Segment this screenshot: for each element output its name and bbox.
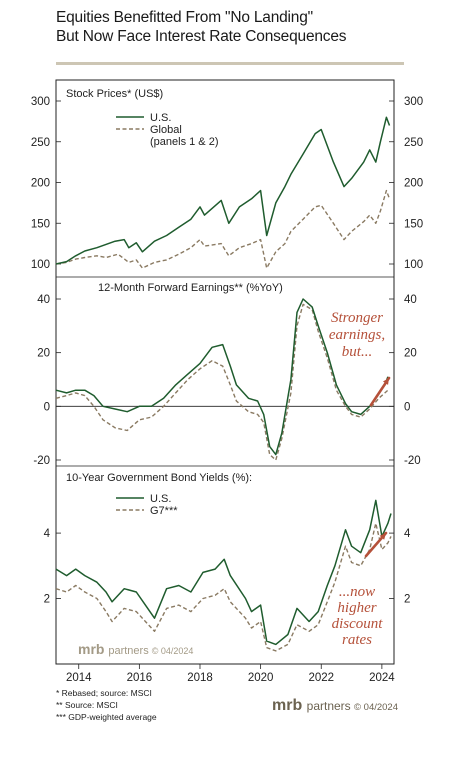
panel-2-ytick-right: 20 (404, 348, 417, 360)
brand-logo: mrb partners © 04/2024 (272, 697, 398, 714)
panel-1-ytick-right: 100 (404, 259, 423, 271)
panel-1-ytick-left: 150 (31, 218, 50, 230)
panel-3-ytick-left: 4 (44, 528, 51, 540)
annotation-yields-line-1: ...now (339, 584, 375, 600)
annotation-yields-line-2: higher (337, 600, 376, 616)
panel-1-ytick-right: 300 (404, 96, 423, 108)
title-line-2: But Now Face Interest Rate Consequences (56, 28, 347, 45)
panel-2-ytick-right: 40 (404, 294, 417, 306)
panel-1-series-us-line (55, 116, 391, 265)
panel-1-ytick-right: 250 (404, 137, 423, 149)
panel-1-series-global-line (55, 189, 391, 269)
panel-3-ytick-right: 4 (404, 528, 411, 540)
annotation-yields-line-3: discount (332, 616, 384, 632)
x-tick-label: 2024 (369, 672, 395, 684)
panel-2-series-global-line (55, 303, 389, 461)
panel-3-series-us-line (55, 499, 392, 646)
panel-2-title: 12-Month Forward Earnings** (%YoY) (98, 282, 283, 294)
panel-1-ytick-right: 200 (404, 178, 423, 190)
annotation-earnings-line-3: but... (342, 344, 372, 360)
arrow-earnings-head (382, 378, 389, 385)
panel-2-ytick-right: 0 (404, 401, 410, 413)
x-tick-label: 2022 (308, 672, 334, 684)
panel-3-series-global-line (55, 522, 392, 652)
panel-1-ytick-left: 300 (31, 96, 50, 108)
footnote-3: *** GDP-weighted average (56, 712, 157, 722)
x-tick-label: 2020 (248, 672, 274, 684)
title-rule (56, 62, 404, 65)
panel-1-ytick-left: 100 (31, 259, 50, 271)
panel-3-title: 10-Year Government Bond Yields (%): (66, 472, 252, 484)
panel-1-legend-note: (panels 1 & 2) (150, 136, 218, 148)
panel-3-ytick-left: 2 (44, 594, 50, 606)
arrow-yields-head (379, 533, 386, 540)
panel-1-title: Stock Prices* (US$) (66, 88, 163, 100)
footnote-2: ** Source: MSCI (56, 700, 118, 710)
title-line-1: Equities Benefitted From "No Landing" (56, 9, 313, 26)
annotation-yields-line-4: rates (342, 632, 372, 648)
annotation-earnings-line-2: earnings, (329, 327, 385, 343)
annotation-earnings-line-1: Stronger (331, 310, 383, 326)
panel-1-legend-us: U.S. (150, 112, 171, 124)
x-tick-label: 2018 (187, 672, 213, 684)
panel-1-ytick-left: 250 (31, 137, 50, 149)
panel-1-ytick-right: 150 (404, 218, 423, 230)
chart-title: Equities Benefitted From "No Landing" Bu… (56, 8, 406, 46)
watermark-logo: mrb partners © 04/2024 (78, 641, 193, 657)
panel-2-ytick-left: 20 (37, 348, 50, 360)
panel-3-legend-g7: G7*** (150, 505, 178, 517)
panel-1-ytick-left: 200 (31, 178, 50, 190)
panel-1-legend-global: Global (150, 124, 182, 136)
panel-3-legend-us: U.S. (150, 493, 171, 505)
panel-2-series-us-line (55, 298, 389, 456)
x-tick-label: 2014 (66, 672, 92, 684)
panel-2-ytick-left: 0 (44, 401, 50, 413)
x-tick-label: 2016 (127, 672, 153, 684)
panel-3-ytick-right: 2 (404, 594, 410, 606)
panel-2-ytick-left: -20 (33, 455, 50, 467)
panel-2-ytick-right: -20 (404, 455, 421, 467)
panel-2-ytick-left: 40 (37, 294, 50, 306)
chart-frame (55, 79, 395, 665)
footnote-1: * Rebased; source: MSCI (56, 688, 152, 698)
